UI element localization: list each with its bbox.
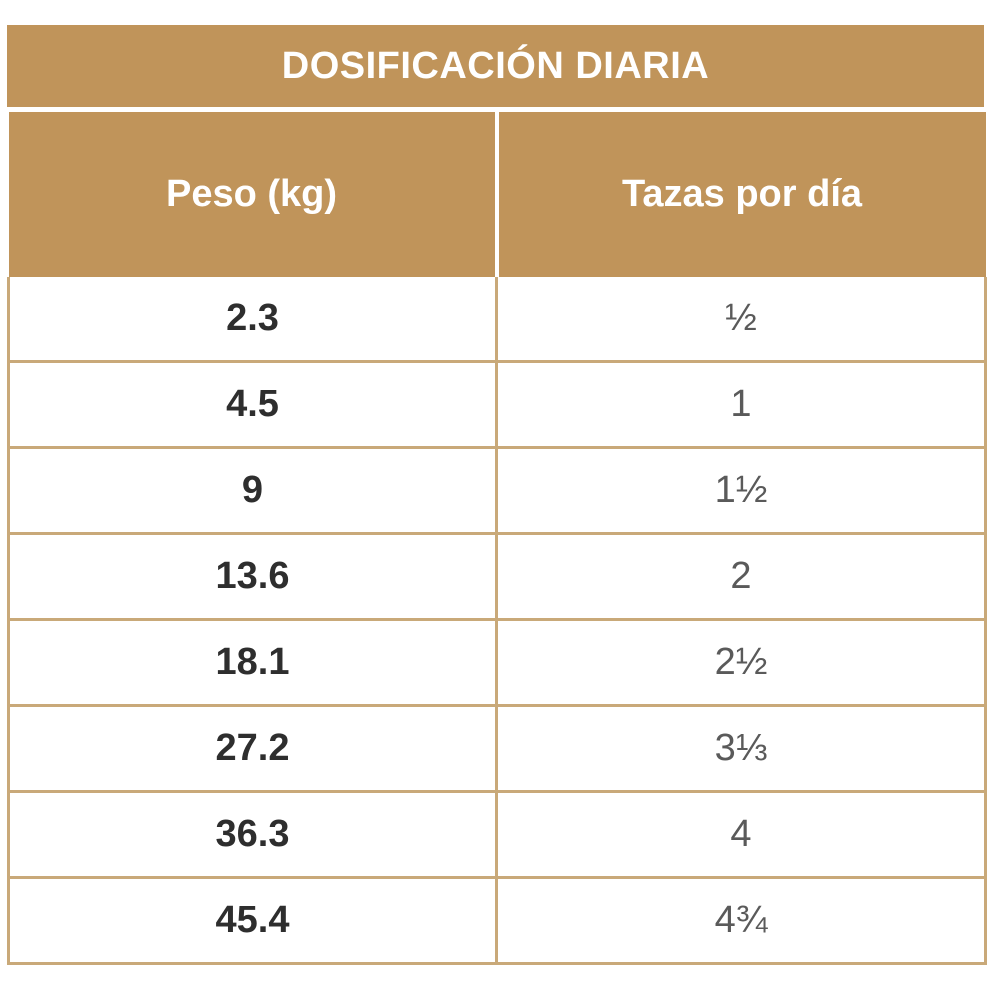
table-row: 9 1½	[7, 447, 987, 535]
cups-cell: 3⅓	[495, 705, 987, 793]
table-row: 36.3 4	[7, 791, 987, 879]
cups-cell: 4¾	[495, 877, 987, 965]
dosage-table-card: DOSIFICACIÓN DIARIA Peso (kg) Tazas por …	[7, 25, 987, 965]
table-row: 13.6 2	[7, 533, 987, 621]
header-weight: Peso (kg)	[8, 112, 499, 277]
weight-cell: 2.3	[7, 277, 498, 363]
table-row: 18.1 2½	[7, 619, 987, 707]
weight-cell: 9	[7, 447, 498, 535]
cups-cell: 1½	[495, 447, 987, 535]
weight-cell: 13.6	[7, 533, 498, 621]
weight-cell: 45.4	[7, 877, 498, 965]
table-row: 45.4 4¾	[7, 877, 987, 965]
cups-cell: ½	[495, 277, 987, 363]
dosage-table: Peso (kg) Tazas por día 2.3 ½ 4.5 1 9 1½…	[7, 112, 987, 965]
cups-cell: 2½	[495, 619, 987, 707]
weight-cell: 36.3	[7, 791, 498, 879]
header-cups: Tazas por día	[496, 112, 986, 277]
weight-cell: 4.5	[7, 361, 498, 449]
table-row: 4.5 1	[7, 361, 987, 449]
weight-cell: 27.2	[7, 705, 498, 793]
cups-cell: 4	[495, 791, 987, 879]
cups-cell: 1	[495, 361, 987, 449]
table-title: DOSIFICACIÓN DIARIA	[7, 25, 984, 112]
cups-cell: 2	[495, 533, 987, 621]
table-row: 2.3 ½	[7, 277, 987, 363]
header-row: Peso (kg) Tazas por día	[8, 112, 986, 277]
weight-cell: 18.1	[7, 619, 498, 707]
table-row: 27.2 3⅓	[7, 705, 987, 793]
